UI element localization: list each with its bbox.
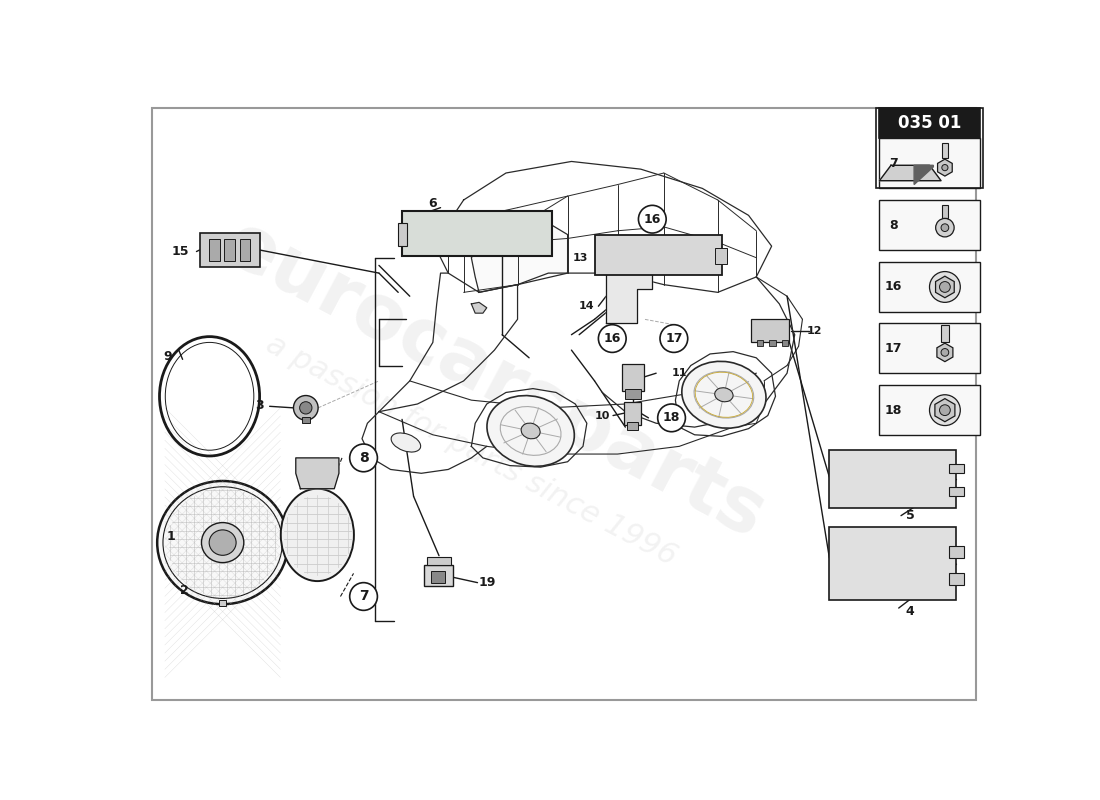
Circle shape — [936, 218, 954, 237]
Text: 16: 16 — [884, 281, 902, 294]
Circle shape — [660, 325, 688, 353]
Text: 035 01: 035 01 — [898, 114, 961, 132]
Circle shape — [294, 395, 318, 420]
Circle shape — [658, 404, 685, 432]
Ellipse shape — [157, 481, 288, 604]
Circle shape — [942, 165, 948, 170]
Bar — [880, 200, 980, 250]
Circle shape — [939, 282, 950, 292]
Ellipse shape — [715, 388, 733, 402]
Polygon shape — [472, 302, 486, 313]
Text: 14: 14 — [579, 302, 595, 311]
Bar — [880, 385, 980, 435]
Text: 9: 9 — [163, 350, 172, 362]
Text: 18: 18 — [884, 404, 902, 417]
Circle shape — [930, 271, 960, 302]
Ellipse shape — [209, 530, 236, 555]
Bar — [880, 138, 980, 188]
Bar — [623, 364, 643, 391]
Ellipse shape — [682, 362, 766, 428]
Text: 1: 1 — [167, 530, 175, 543]
Bar — [948, 464, 964, 474]
Bar — [431, 571, 446, 583]
Text: 18: 18 — [663, 411, 680, 424]
Ellipse shape — [521, 423, 540, 438]
Text: 3: 3 — [255, 399, 264, 412]
Bar — [829, 527, 956, 600]
Circle shape — [940, 224, 948, 231]
Circle shape — [638, 206, 667, 233]
Polygon shape — [914, 166, 933, 185]
Bar — [240, 239, 251, 261]
Text: 16: 16 — [604, 332, 620, 345]
Bar — [751, 318, 790, 342]
Text: 10: 10 — [595, 410, 609, 421]
Bar — [757, 340, 763, 346]
Text: 7: 7 — [359, 590, 369, 603]
Bar — [880, 262, 980, 311]
FancyBboxPatch shape — [219, 599, 227, 606]
Text: 19: 19 — [478, 576, 495, 589]
Bar — [942, 205, 948, 218]
Ellipse shape — [280, 489, 354, 581]
Bar — [880, 107, 980, 138]
Ellipse shape — [487, 395, 574, 466]
Bar — [424, 565, 453, 586]
Bar — [829, 450, 956, 508]
Bar — [403, 211, 552, 256]
Text: 17: 17 — [666, 332, 683, 345]
Text: 8: 8 — [889, 219, 898, 232]
Circle shape — [940, 349, 948, 356]
Circle shape — [598, 325, 626, 353]
Bar — [428, 558, 451, 565]
Bar — [948, 546, 964, 558]
Bar — [769, 340, 776, 346]
Bar — [627, 422, 638, 430]
Bar — [625, 390, 640, 398]
Bar — [624, 402, 640, 425]
Text: a passion for parts since 1996: a passion for parts since 1996 — [261, 329, 682, 571]
Bar — [782, 340, 788, 346]
Text: 2: 2 — [179, 584, 188, 597]
Bar — [594, 234, 722, 274]
Bar — [199, 233, 260, 267]
Circle shape — [350, 444, 377, 472]
Text: 16: 16 — [644, 213, 661, 226]
Bar — [398, 223, 407, 246]
Text: 8: 8 — [359, 451, 369, 465]
Bar — [942, 143, 948, 158]
Circle shape — [350, 582, 377, 610]
Bar — [948, 574, 964, 585]
Circle shape — [939, 405, 950, 415]
Polygon shape — [880, 166, 942, 181]
Text: 6: 6 — [429, 198, 437, 210]
Text: 17: 17 — [884, 342, 902, 355]
Text: 13: 13 — [573, 253, 588, 262]
Circle shape — [930, 394, 960, 426]
Polygon shape — [472, 223, 568, 292]
Bar — [948, 487, 964, 496]
Ellipse shape — [201, 522, 244, 562]
Bar — [224, 239, 235, 261]
Circle shape — [299, 402, 312, 414]
Bar — [209, 239, 220, 261]
Bar — [715, 249, 727, 264]
Text: 15: 15 — [172, 245, 189, 258]
Text: 12: 12 — [806, 326, 822, 336]
Text: 7: 7 — [889, 158, 898, 170]
Text: 5: 5 — [906, 509, 914, 522]
Text: 4: 4 — [906, 606, 914, 618]
Ellipse shape — [392, 433, 420, 452]
Bar — [876, 107, 983, 188]
FancyBboxPatch shape — [301, 417, 310, 423]
Bar — [942, 326, 949, 342]
Text: 11: 11 — [671, 368, 688, 378]
Bar — [880, 323, 980, 373]
Text: eurocarsparts: eurocarsparts — [211, 207, 778, 555]
Polygon shape — [296, 458, 339, 489]
Polygon shape — [606, 273, 652, 323]
